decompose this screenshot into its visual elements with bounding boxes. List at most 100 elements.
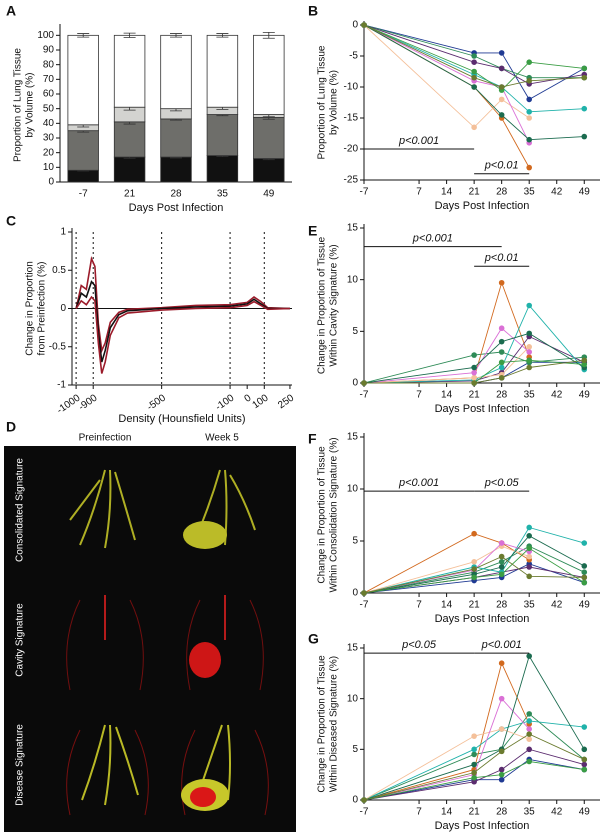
y-tick-label: 0	[352, 588, 358, 599]
x-tick-label: -900	[77, 392, 100, 413]
series-line	[363, 24, 585, 113]
row-label: Cavity Signature	[15, 603, 26, 677]
x-tick-label: 35	[524, 600, 536, 611]
series-line	[363, 542, 530, 594]
y-tick-label: 80	[43, 59, 55, 70]
y-tick-label: -10	[344, 82, 359, 93]
x-axis-label: Density (Hounsfield Units)	[118, 413, 245, 425]
y-tick-label: 90	[43, 45, 55, 56]
data-point	[498, 84, 505, 90]
lung-render	[66, 724, 269, 816]
data-point	[498, 540, 505, 546]
bar-segment	[113, 121, 146, 158]
data-point	[526, 136, 532, 143]
panel-label: E	[308, 223, 317, 239]
y-tick-label: 0	[352, 795, 358, 806]
x-tick-label: 7	[416, 187, 422, 198]
data-point	[471, 364, 477, 371]
y-tick-label: 0.5	[52, 265, 66, 276]
x-tick-label: -7	[79, 189, 88, 200]
x-tick-label: -100	[214, 392, 237, 413]
x-tick-label: -7	[360, 390, 369, 401]
x-tick-label: -7	[360, 807, 369, 818]
data-point	[471, 375, 477, 381]
data-point	[581, 361, 588, 368]
y-axis-label: Within Consolidation Signature (%)	[329, 437, 340, 592]
panel-label: G	[308, 631, 319, 647]
lung-render	[66, 595, 264, 691]
series-line	[363, 545, 530, 594]
data-point	[526, 545, 532, 552]
error-bar	[170, 33, 182, 38]
panel-label: C	[6, 213, 16, 229]
data-point	[526, 718, 532, 724]
data-point	[471, 566, 477, 572]
data-point	[498, 766, 505, 773]
x-tick-label: 21	[469, 807, 481, 818]
x-tick-label: 14	[441, 600, 453, 611]
y-tick-label: 15	[347, 223, 359, 234]
data-point	[471, 352, 477, 358]
bar-segment	[67, 34, 99, 126]
bar-segment	[253, 34, 285, 115]
bar-segment	[206, 114, 239, 156]
series-line	[363, 661, 530, 801]
y-axis-label: Proportion of Lung Tissue	[13, 48, 24, 162]
data-point	[526, 109, 532, 115]
data-point	[581, 105, 588, 112]
x-tick-label: 28	[496, 187, 508, 198]
y-tick-label: -0.5	[49, 341, 67, 352]
data-point	[526, 726, 532, 732]
y-tick-label: 40	[43, 118, 55, 129]
data-point	[471, 124, 477, 131]
y-tick-label: -20	[344, 144, 359, 155]
y-axis-label: from Preinfection (%)	[37, 262, 48, 356]
error-bar	[77, 33, 90, 38]
y-tick-label: 70	[43, 74, 55, 85]
data-point	[498, 776, 505, 783]
data-point	[526, 736, 532, 742]
data-point	[471, 530, 477, 537]
data-point	[526, 164, 532, 171]
significance-label: p<0.001	[398, 477, 439, 489]
data-point	[471, 53, 477, 59]
y-tick-label: 50	[43, 103, 55, 114]
data-point	[361, 22, 367, 28]
data-point	[526, 524, 532, 531]
data-point	[498, 375, 505, 381]
panel-label: D	[6, 419, 16, 435]
data-point	[498, 65, 505, 72]
error-bar	[216, 33, 229, 38]
y-tick-label: 30	[43, 133, 55, 144]
bar-segment	[206, 34, 239, 108]
x-tick-label: 7	[416, 807, 422, 818]
data-point	[498, 279, 505, 286]
y-tick-label: 10	[43, 162, 55, 173]
data-point	[526, 758, 532, 765]
x-tick-label: 49	[263, 189, 275, 200]
data-point	[581, 540, 588, 546]
y-tick-label: 10	[347, 274, 359, 285]
x-tick-label: 14	[441, 390, 453, 401]
error-bar	[262, 32, 275, 39]
x-tick-label: 7	[416, 600, 422, 611]
y-axis-label: by Volume (%)	[25, 72, 36, 137]
y-tick-label: 0	[60, 303, 66, 314]
significance-label: p<0.001	[398, 135, 439, 147]
y-tick-label: 0	[352, 378, 358, 389]
data-point	[526, 78, 532, 84]
y-tick-label: -15	[344, 113, 359, 124]
data-point	[498, 771, 505, 778]
data-point	[581, 724, 588, 730]
data-point	[581, 563, 588, 569]
series-line	[363, 24, 530, 143]
data-point	[498, 660, 505, 666]
y-tick-label: 0	[48, 177, 54, 188]
x-tick-label: 42	[551, 600, 563, 611]
x-tick-label: 0	[243, 392, 254, 404]
x-tick-label: 35	[217, 189, 229, 200]
x-tick-label: -7	[360, 600, 369, 611]
significance-label: p<0.05	[484, 477, 520, 489]
x-tick-label: 14	[441, 807, 453, 818]
